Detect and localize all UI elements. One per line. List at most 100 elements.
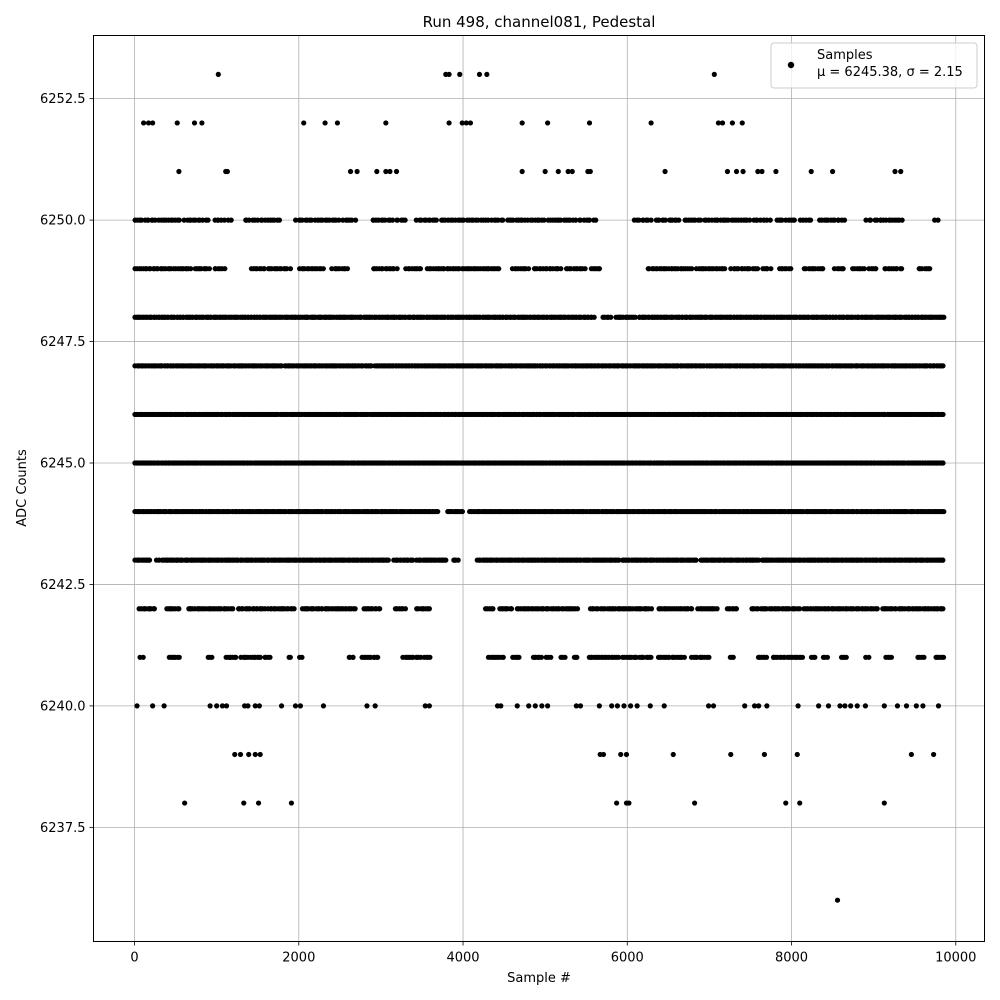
data-point — [245, 703, 251, 709]
data-point — [903, 703, 910, 709]
data-point — [508, 606, 515, 612]
data-point — [383, 120, 389, 126]
x-tick-label: 4000 — [446, 951, 479, 966]
data-point — [693, 557, 699, 563]
data-point — [927, 266, 933, 272]
data-point — [728, 751, 734, 758]
data-point — [807, 217, 814, 223]
data-point — [138, 217, 145, 223]
data-point — [525, 266, 532, 272]
data-point — [233, 654, 239, 660]
data-point — [209, 654, 215, 660]
data-point — [256, 703, 262, 709]
data-point — [854, 703, 860, 709]
data-point — [764, 266, 770, 272]
data-point — [761, 751, 768, 758]
data-point — [596, 703, 602, 709]
data-point — [648, 654, 654, 660]
data-point — [586, 120, 593, 126]
data-point — [293, 217, 299, 223]
x-axis-label: Sample # — [507, 971, 571, 986]
data-point — [866, 654, 872, 660]
data-point — [232, 751, 238, 758]
data-point — [874, 217, 880, 223]
data-point — [623, 751, 630, 758]
data-point — [837, 703, 843, 709]
data-point — [940, 654, 947, 660]
data-point — [545, 120, 551, 126]
data-point — [435, 508, 441, 515]
data-point — [940, 411, 946, 418]
y-tick-label: 6250.0 — [40, 214, 86, 229]
data-point — [722, 266, 728, 272]
data-point — [375, 654, 381, 660]
data-point — [516, 654, 522, 660]
data-point — [145, 217, 151, 223]
data-point — [808, 168, 814, 175]
data-point — [151, 606, 157, 612]
data-point — [733, 606, 740, 612]
data-point — [379, 266, 385, 272]
data-point — [791, 217, 797, 223]
data-point — [899, 266, 905, 272]
data-point — [863, 217, 869, 223]
data-point — [825, 703, 832, 709]
data-point — [455, 557, 461, 563]
data-point — [874, 606, 880, 612]
y-axis-label: ADC Counts — [15, 449, 30, 527]
data-point — [526, 703, 532, 709]
data-point — [299, 654, 305, 660]
data-point — [768, 266, 774, 272]
data-point — [706, 654, 712, 660]
data-point — [207, 703, 213, 709]
data-point — [140, 120, 147, 126]
data-point — [364, 703, 370, 709]
data-point — [930, 751, 937, 758]
data-point — [417, 266, 424, 272]
data-point — [301, 120, 307, 126]
data-point — [816, 703, 822, 709]
data-point — [608, 314, 614, 320]
data-point — [150, 120, 156, 126]
data-point — [545, 703, 551, 709]
data-point — [681, 654, 687, 660]
data-point — [881, 800, 887, 806]
data-point — [739, 120, 745, 126]
data-point — [892, 168, 898, 175]
data-point — [842, 703, 848, 709]
data-point — [372, 703, 378, 709]
data-point — [255, 800, 262, 806]
data-point — [711, 71, 717, 77]
data-point — [228, 217, 234, 223]
data-point — [446, 120, 452, 126]
data-point — [246, 217, 252, 223]
data-point — [426, 703, 432, 709]
data-point — [221, 217, 227, 223]
data-point — [656, 217, 662, 223]
data-point — [935, 703, 942, 709]
data-point — [773, 168, 779, 175]
data-point — [609, 703, 615, 709]
data-point — [374, 168, 380, 175]
legend-series-name: Samples — [817, 48, 873, 63]
data-point — [614, 703, 621, 709]
data-point — [888, 654, 895, 660]
data-point — [881, 703, 887, 709]
y-tick-label: 6237.5 — [40, 821, 86, 836]
y-tick-label: 6252.5 — [40, 92, 86, 107]
data-point — [377, 606, 383, 612]
data-point — [287, 654, 293, 660]
data-point — [600, 751, 607, 758]
data-point — [150, 703, 156, 709]
data-point — [484, 71, 490, 77]
data-point — [794, 751, 800, 758]
data-point — [724, 168, 731, 175]
data-point — [410, 557, 416, 563]
y-tick-label: 6242.5 — [40, 578, 86, 593]
data-point — [278, 703, 285, 709]
data-point — [205, 217, 211, 223]
data-point — [539, 703, 545, 709]
data-point — [389, 217, 396, 223]
y-tick-label: 6240.0 — [40, 699, 86, 714]
